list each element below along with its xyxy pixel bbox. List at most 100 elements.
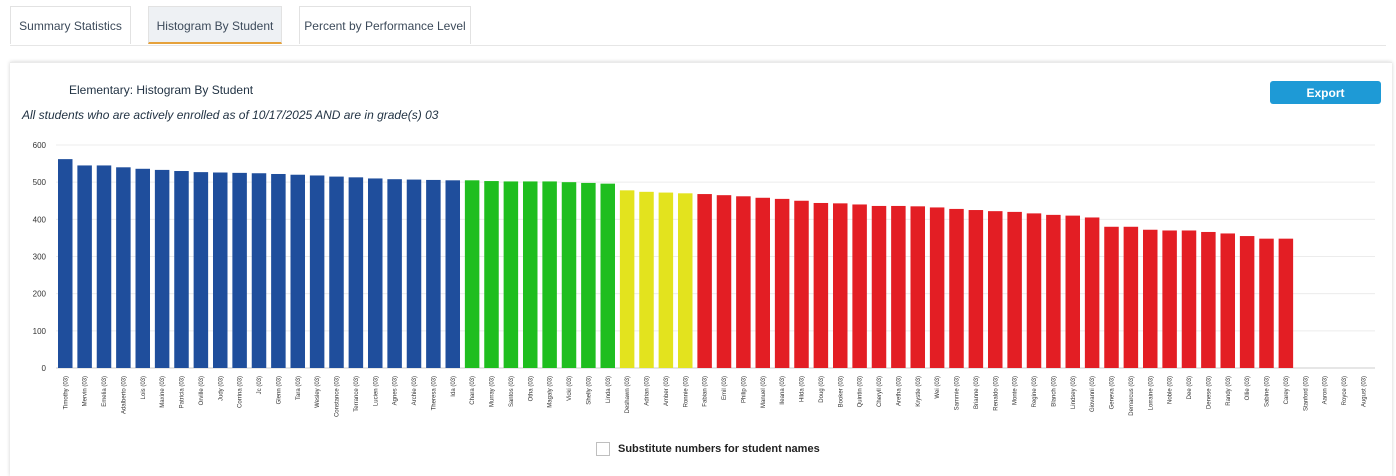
bar — [600, 183, 615, 368]
bar — [1065, 215, 1080, 368]
bar — [794, 200, 809, 368]
bar — [309, 175, 325, 368]
histogram-chart: 0 100 200 300 400 500 600 Timothy (03) Mervin (0… — [33, 141, 1375, 417]
bar — [1007, 211, 1022, 368]
x-tick-label: Terrance (03) — [354, 376, 360, 412]
bar — [1026, 213, 1042, 368]
bar — [774, 198, 790, 368]
x-tick-label: Amber (03) — [664, 376, 670, 406]
x-tick-label: Murray (03) — [490, 376, 496, 407]
x-tick-label: Lorraine (03) — [1148, 376, 1154, 410]
bar — [406, 179, 422, 368]
bar — [58, 159, 73, 368]
bar — [755, 197, 770, 368]
x-tick-label: Carey (03) — [1284, 376, 1290, 404]
x-tick-label: Otha (03) — [528, 376, 534, 401]
bar — [329, 176, 344, 368]
x-tick-label: Sabine (03) — [1265, 376, 1271, 407]
bar — [1104, 226, 1119, 368]
substitute-numbers-checkbox[interactable] — [596, 442, 610, 456]
x-tick-label: Maxine (03) — [160, 376, 166, 408]
x-tick-label: Geneva (03) — [1110, 376, 1116, 409]
tab-percent-by-performance-level[interactable]: Percent by Performance Level — [299, 6, 471, 44]
export-button[interactable]: Export — [1270, 81, 1381, 104]
x-tick-label: Stanford (03) — [1303, 376, 1309, 411]
bar — [1239, 236, 1255, 368]
bar — [910, 206, 925, 368]
x-tick-label: Denese (03) — [1206, 376, 1212, 409]
bar — [736, 196, 751, 368]
y-tick-label: 400 — [33, 215, 47, 224]
tab-histogram-by-student[interactable]: Histogram By Student — [148, 6, 282, 44]
bar — [678, 193, 693, 368]
bar — [891, 205, 906, 368]
bar — [1201, 231, 1216, 368]
bar — [1259, 238, 1274, 368]
x-tick-label: Patricia (03) — [180, 376, 186, 408]
x-tick-label: Adalberto (03) — [121, 376, 127, 414]
x-tick-label: Jc (03) — [257, 376, 263, 394]
bar — [445, 180, 460, 368]
bar — [387, 179, 402, 368]
x-tick-label: Aaron (03) — [1323, 376, 1329, 404]
x-tick-label: Quintin (03) — [858, 376, 864, 407]
bar — [561, 182, 577, 368]
bar — [1046, 214, 1061, 368]
bar — [426, 179, 441, 368]
y-tick-label: 0 — [42, 364, 47, 373]
x-tick-label: Lindsey (03) — [1071, 376, 1077, 409]
x-tick-label: Archie (03) — [412, 376, 418, 405]
x-tick-label: Santos (03) — [509, 376, 515, 407]
bar — [271, 173, 286, 368]
chart-title: Elementary: Histogram By Student — [69, 83, 254, 97]
bar — [464, 180, 480, 368]
x-tick-label: Blanch (03) — [1051, 376, 1057, 407]
x-tick-label: Judy (03) — [218, 376, 224, 401]
bar — [813, 202, 829, 368]
x-tick-label: Tara (03) — [296, 376, 302, 400]
bar — [1143, 229, 1158, 368]
bar — [1278, 238, 1294, 368]
tab-summary-statistics[interactable]: Summary Statistics — [10, 6, 131, 44]
x-tick-label: Renaldo (03) — [993, 376, 999, 411]
bar — [619, 190, 635, 368]
x-tick-label: Corrina (03) — [238, 376, 244, 408]
x-tick-label: Ida (03) — [451, 376, 457, 397]
bar — [484, 181, 499, 368]
chart-subtitle: All students who are actively enrolled a… — [22, 108, 439, 122]
bar — [116, 167, 131, 368]
x-tick-label: Aretha (03) — [896, 376, 902, 406]
x-tick-label: Theresa (03) — [431, 376, 437, 410]
report-tabs: Summary Statistics Histogram By Student … — [10, 6, 1386, 46]
bar — [1123, 226, 1139, 368]
substitute-numbers-label[interactable]: Substitute numbers for student names — [618, 443, 820, 455]
bar — [154, 169, 170, 368]
bar — [368, 178, 383, 368]
x-tick-label: Linda (03) — [606, 376, 612, 403]
bar — [639, 191, 654, 368]
x-tick-label: Brianne (03) — [974, 376, 980, 409]
bar — [697, 194, 712, 368]
bar — [988, 211, 1003, 368]
x-tick-label: Vicki (03) — [567, 376, 573, 401]
x-tick-label: Fabian (03) — [703, 376, 709, 407]
x-tick-label: Emil (03) — [722, 376, 728, 400]
y-tick-label: 100 — [33, 327, 47, 336]
x-tick-label: Demarcus (03) — [1129, 376, 1135, 416]
bar — [1220, 233, 1235, 368]
bar — [523, 181, 538, 368]
bar — [658, 192, 674, 368]
x-tick-label: Booker (03) — [838, 376, 844, 407]
bar — [135, 168, 150, 368]
x-tick-label: Cheryll (03) — [877, 376, 883, 407]
x-tick-label: Ronnie (03) — [683, 376, 689, 407]
x-tick-label: Adrian (03) — [645, 376, 651, 406]
bar — [968, 210, 984, 368]
x-tick-label: Giovanni (03) — [1090, 376, 1096, 412]
x-tick-label: Krystle (03) — [916, 376, 922, 407]
bar — [871, 205, 887, 368]
bar — [581, 182, 596, 368]
x-tick-label: Agnes (03) — [393, 376, 399, 405]
x-tick-label: Royce (03) — [1342, 376, 1348, 405]
x-tick-label: Hilda (03) — [800, 376, 806, 402]
